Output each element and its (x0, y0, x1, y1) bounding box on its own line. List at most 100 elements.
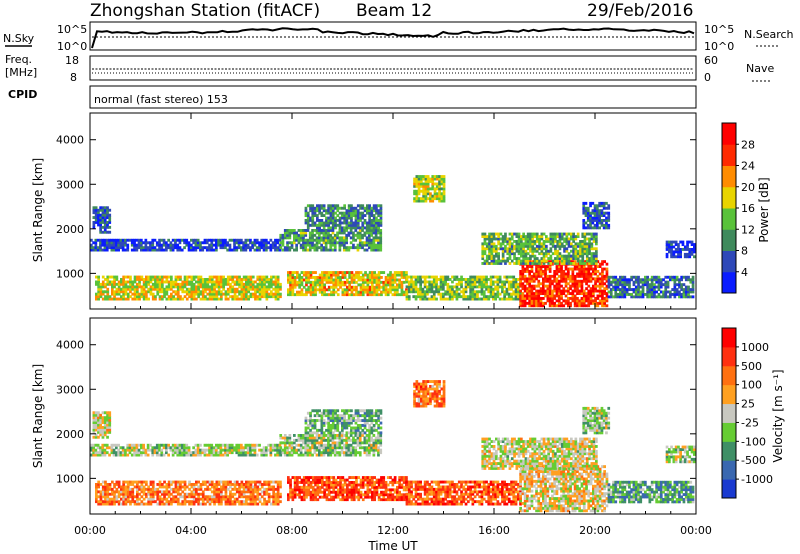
echo-cell (605, 292, 609, 295)
echo-cell (126, 243, 130, 247)
echo-cell (417, 278, 420, 281)
echo-cell (318, 233, 321, 237)
echo-cell (176, 275, 180, 279)
echo-cell (94, 451, 98, 455)
echo-cell (370, 206, 374, 210)
echo-cell (242, 246, 245, 250)
echo-cell (350, 216, 353, 220)
echo-cell (101, 480, 105, 484)
echo-cell (560, 304, 563, 308)
echo-cell (99, 206, 102, 210)
echo-cell (565, 257, 569, 260)
echo-cell (137, 246, 141, 250)
echo-cell (572, 235, 575, 238)
echo-cell (560, 265, 563, 268)
echo-cell (196, 451, 200, 455)
echo-cell (426, 287, 429, 291)
echo-cell (120, 282, 123, 286)
echo-cell (442, 297, 445, 301)
echo-cell (506, 249, 510, 253)
echo-cell (354, 451, 358, 455)
echo-cell (311, 216, 315, 220)
echo-cell (361, 214, 365, 217)
echo-cell (371, 290, 374, 294)
echo-cell (308, 448, 312, 452)
echo-cell (609, 283, 613, 287)
echo-cell (348, 273, 351, 277)
echo-cell (215, 290, 219, 294)
echo-cell (584, 214, 588, 217)
echo-cell (357, 293, 361, 297)
echo-cell (334, 211, 337, 215)
echo-cell (96, 451, 100, 455)
echo-cell (322, 204, 326, 208)
echo-cell (358, 438, 362, 442)
echo-cell (379, 221, 383, 225)
echo-cell (237, 453, 241, 457)
echo-cell (322, 229, 326, 232)
echo-cell (176, 243, 180, 247)
echo-cell (105, 443, 109, 447)
echo-cell (267, 295, 271, 299)
echo-cell (415, 189, 419, 193)
echo-cell (165, 275, 169, 279)
echo-cell (258, 278, 262, 281)
echo-cell (336, 223, 340, 227)
echo-cell (254, 297, 257, 301)
echo-cell (106, 211, 109, 215)
echo-cell (582, 297, 586, 300)
echo-cell (192, 238, 195, 242)
echo-cell (137, 241, 141, 245)
echo-cell (221, 238, 225, 242)
echo-cell (320, 229, 323, 232)
echo-cell (147, 278, 150, 281)
echo-cell (524, 242, 528, 246)
echo-cell (402, 280, 406, 284)
echo-cell (140, 453, 143, 457)
echo-cell (327, 434, 330, 437)
echo-cell (490, 247, 494, 251)
echo-cell (370, 211, 374, 215)
echo-cell (240, 295, 244, 299)
echo-cell (305, 276, 308, 279)
echo-cell (288, 434, 292, 437)
echo-cell (341, 288, 345, 292)
echo-cell (478, 275, 481, 279)
echo-cell (122, 485, 125, 489)
echo-cell (117, 451, 120, 455)
echo-cell (384, 278, 388, 282)
echo-cell (354, 221, 358, 225)
echo-cell (297, 436, 301, 440)
echo-cell (555, 279, 559, 283)
echo-cell (101, 213, 105, 217)
echo-cell (338, 441, 342, 445)
echo-cell (287, 278, 290, 282)
echo-cell (448, 285, 452, 289)
echo-cell (544, 270, 547, 273)
echo-cell (646, 293, 649, 296)
echo-cell (605, 262, 609, 266)
echo-cell (288, 443, 292, 447)
echo-cell (140, 490, 144, 494)
echo-cell (321, 293, 324, 297)
echo-cell (460, 285, 463, 289)
echo-cell (576, 262, 579, 266)
nsky-label: N.Sky (3, 32, 35, 45)
echo-cell (188, 290, 191, 294)
echo-cell (571, 292, 575, 295)
echo-cell (333, 451, 337, 455)
echo-cell (279, 292, 282, 296)
echo-cell (598, 277, 602, 281)
echo-cell (304, 229, 308, 232)
echo-cell (161, 282, 164, 286)
echo-cell (586, 219, 590, 222)
echo-cell (377, 246, 380, 250)
echo-cell (517, 235, 521, 238)
echo-cell (136, 297, 139, 301)
echo-cell (578, 282, 581, 286)
echo-cell (628, 278, 631, 282)
echo-cell (343, 231, 346, 235)
echo-cell (242, 285, 246, 289)
echo-cell (142, 485, 146, 489)
echo-cell (366, 273, 370, 277)
